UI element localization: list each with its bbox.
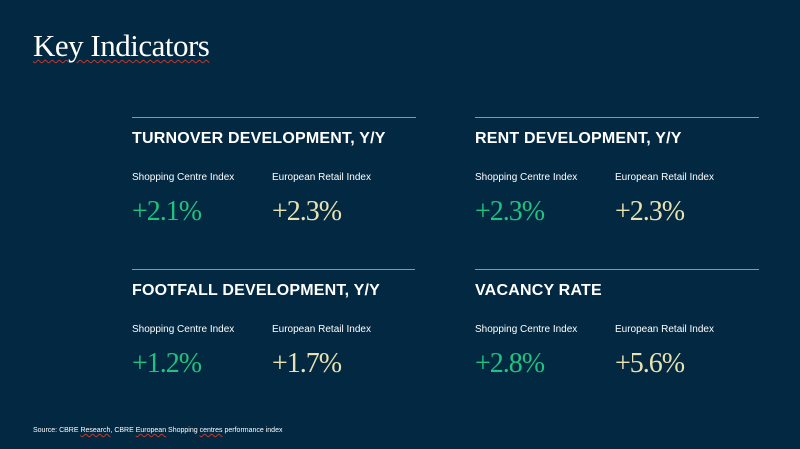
divider: [132, 269, 415, 270]
indicator-heading: FOOTFALL DEVELOPMENT, Y/Y: [132, 282, 380, 299]
indicator-heading: TURNOVER DEVELOPMENT, Y/Y: [132, 130, 386, 147]
source-mid-2: Shopping: [166, 427, 200, 434]
indicator-heading: VACANCY RATE: [475, 282, 602, 299]
source-word-european: European: [135, 427, 167, 434]
shopping-centre-value: +2.1%: [132, 196, 202, 227]
divider: [475, 117, 759, 118]
shopping-centre-value: +2.8%: [475, 348, 545, 379]
european-retail-value: +1.7%: [272, 348, 342, 379]
european-retail-label: European Retail Index: [615, 324, 714, 335]
shopping-centre-value: +2.3%: [475, 196, 545, 227]
divider: [475, 269, 759, 270]
source-word-research: Research: [80, 427, 111, 434]
source-suffix: performance index: [222, 427, 283, 434]
shopping-centre-label: Shopping Centre Index: [132, 324, 235, 335]
european-retail-label: European Retail Index: [272, 324, 371, 335]
european-retail-value: +2.3%: [615, 196, 685, 227]
indicator-heading: RENT DEVELOPMENT, Y/Y: [475, 130, 682, 147]
shopping-centre-label: Shopping Centre Index: [132, 172, 235, 183]
source-mid-1: , CBRE: [110, 427, 136, 434]
slide-title-text: Key Indicators: [33, 28, 210, 63]
european-retail-label: European Retail Index: [615, 172, 714, 183]
european-retail-value: +2.3%: [272, 196, 342, 227]
divider: [132, 117, 416, 118]
european-retail-value: +5.6%: [615, 348, 685, 379]
source-note: Source: CBRE Research, CBRE European Sho…: [33, 427, 282, 434]
slide-title: Key Indicators: [33, 28, 210, 63]
shopping-centre-value: +1.2%: [132, 348, 202, 379]
shopping-centre-label: Shopping Centre Index: [475, 324, 578, 335]
shopping-centre-label: Shopping Centre Index: [475, 172, 578, 183]
european-retail-label: European Retail Index: [272, 172, 371, 183]
source-prefix: Source: CBRE: [33, 427, 81, 434]
source-word-centres: centres: [199, 427, 223, 434]
